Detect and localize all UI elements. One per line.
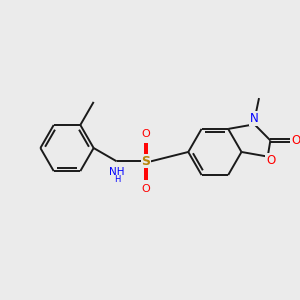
Text: O: O: [142, 184, 150, 194]
Text: O: O: [292, 134, 300, 147]
Text: H: H: [115, 175, 121, 184]
Text: O: O: [266, 154, 275, 167]
Text: O: O: [142, 129, 150, 139]
Text: S: S: [142, 155, 151, 168]
Text: NH: NH: [109, 167, 124, 177]
Text: N: N: [250, 112, 259, 125]
